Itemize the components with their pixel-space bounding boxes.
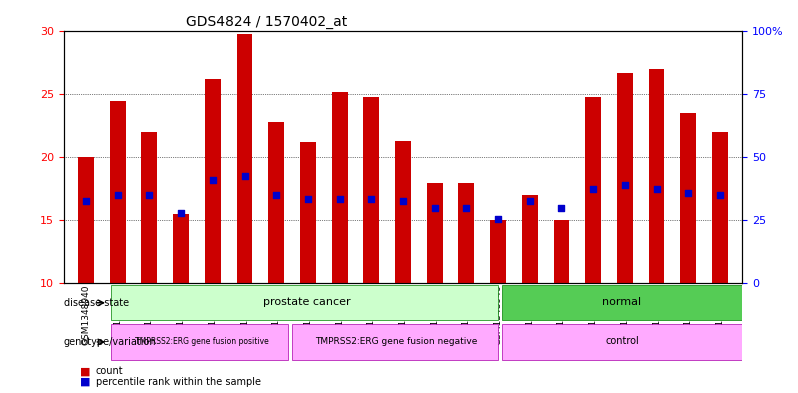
Point bbox=[713, 192, 726, 198]
Point bbox=[112, 192, 124, 198]
Bar bbox=[617, 73, 633, 283]
Point bbox=[618, 182, 631, 188]
Text: count: count bbox=[96, 366, 124, 376]
Bar bbox=[681, 113, 696, 283]
Point bbox=[460, 204, 472, 211]
Text: percentile rank within the sample: percentile rank within the sample bbox=[96, 377, 261, 387]
Bar bbox=[300, 142, 316, 283]
Text: disease state: disease state bbox=[64, 298, 129, 308]
Bar bbox=[395, 141, 411, 283]
Point bbox=[429, 204, 441, 211]
FancyBboxPatch shape bbox=[291, 324, 499, 360]
Bar bbox=[427, 182, 443, 283]
Point bbox=[143, 192, 156, 198]
FancyBboxPatch shape bbox=[502, 285, 742, 320]
Bar bbox=[554, 220, 570, 283]
Point bbox=[80, 198, 93, 204]
Bar bbox=[205, 79, 221, 283]
Text: genotype/variation: genotype/variation bbox=[64, 337, 156, 347]
Bar bbox=[712, 132, 728, 283]
Bar bbox=[332, 92, 347, 283]
Text: GDS4824 / 1570402_at: GDS4824 / 1570402_at bbox=[186, 15, 347, 29]
Point bbox=[650, 185, 663, 192]
Point bbox=[523, 198, 536, 204]
Point bbox=[587, 185, 599, 192]
Point bbox=[365, 196, 377, 202]
Point bbox=[238, 173, 251, 179]
Bar bbox=[236, 34, 252, 283]
Text: control: control bbox=[605, 336, 639, 346]
Bar bbox=[173, 214, 189, 283]
Text: prostate cancer: prostate cancer bbox=[263, 297, 350, 307]
Bar bbox=[490, 220, 506, 283]
Bar bbox=[78, 157, 94, 283]
Point bbox=[681, 189, 694, 196]
Point bbox=[397, 198, 409, 204]
Text: TMPRSS2:ERG gene fusion negative: TMPRSS2:ERG gene fusion negative bbox=[315, 337, 478, 346]
Bar bbox=[585, 97, 601, 283]
Point bbox=[207, 177, 219, 183]
FancyBboxPatch shape bbox=[502, 324, 742, 360]
FancyBboxPatch shape bbox=[111, 324, 288, 360]
Bar bbox=[141, 132, 157, 283]
Text: TMPRSS2:ERG gene fusion positive: TMPRSS2:ERG gene fusion positive bbox=[135, 337, 268, 346]
Point bbox=[334, 196, 346, 202]
Point bbox=[492, 216, 504, 222]
Point bbox=[302, 196, 314, 202]
Bar bbox=[522, 195, 538, 283]
Point bbox=[175, 209, 188, 216]
Bar bbox=[363, 97, 379, 283]
Bar bbox=[268, 122, 284, 283]
Bar bbox=[649, 69, 665, 283]
Text: ■: ■ bbox=[80, 366, 90, 376]
Bar bbox=[459, 182, 474, 283]
Point bbox=[270, 192, 282, 198]
FancyBboxPatch shape bbox=[111, 285, 499, 320]
Text: ■: ■ bbox=[80, 377, 90, 387]
Point bbox=[555, 204, 568, 211]
Text: normal: normal bbox=[602, 297, 642, 307]
Bar bbox=[110, 101, 125, 283]
